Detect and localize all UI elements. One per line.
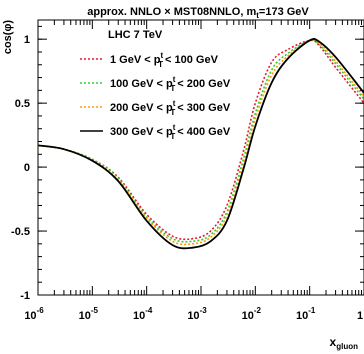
y-axis-label: cos(φ) xyxy=(2,20,14,54)
legend-entry-label: 300 GeV < pt T < 400 GeV xyxy=(110,123,231,141)
x-tick-label: 10-2 xyxy=(242,306,262,322)
series-line xyxy=(37,38,364,246)
x-axis-label: xgluon xyxy=(330,335,359,351)
y-axis: -1 -0.5 0 0.5 1 xyxy=(11,25,364,302)
legend-entry-label: 200 GeV < pt T < 300 GeV xyxy=(110,99,231,117)
x-tick-label: 10-5 xyxy=(79,306,99,322)
series-group xyxy=(37,38,364,250)
y-tick-label: 0 xyxy=(24,162,30,174)
x-tick-label: 10-1 xyxy=(296,306,316,322)
chart-title: approx. NNLO × MST08NNLO, mt=173 GeV xyxy=(87,6,309,20)
y-tick-label: -1 xyxy=(20,290,30,302)
series-line xyxy=(37,39,364,243)
x-tick-label: 10-6 xyxy=(24,306,44,322)
x-tick-label: 1 xyxy=(357,310,363,322)
legend-entry-label: 1 GeV < pt T < 100 GeV xyxy=(110,51,219,69)
legend-header: LHC 7 TeV xyxy=(108,29,163,41)
series-line xyxy=(37,38,364,250)
series-line xyxy=(37,39,364,241)
x-tick-label: 10-3 xyxy=(187,306,207,322)
legend: LHC 7 TeV 1 GeV < pt T < 100 GeV 100 GeV < … xyxy=(80,29,231,141)
legend-entry-label: 100 GeV < pt T < 200 GeV xyxy=(110,75,231,93)
x-tick-label: 10-4 xyxy=(133,306,153,322)
y-tick-label: 0.5 xyxy=(15,98,30,110)
y-tick-label: -0.5 xyxy=(11,226,30,238)
x-axis: 10-6 10-5 10-4 10-3 10-2 10-1 1 xyxy=(24,20,364,322)
y-tick-label: 1 xyxy=(24,34,30,46)
